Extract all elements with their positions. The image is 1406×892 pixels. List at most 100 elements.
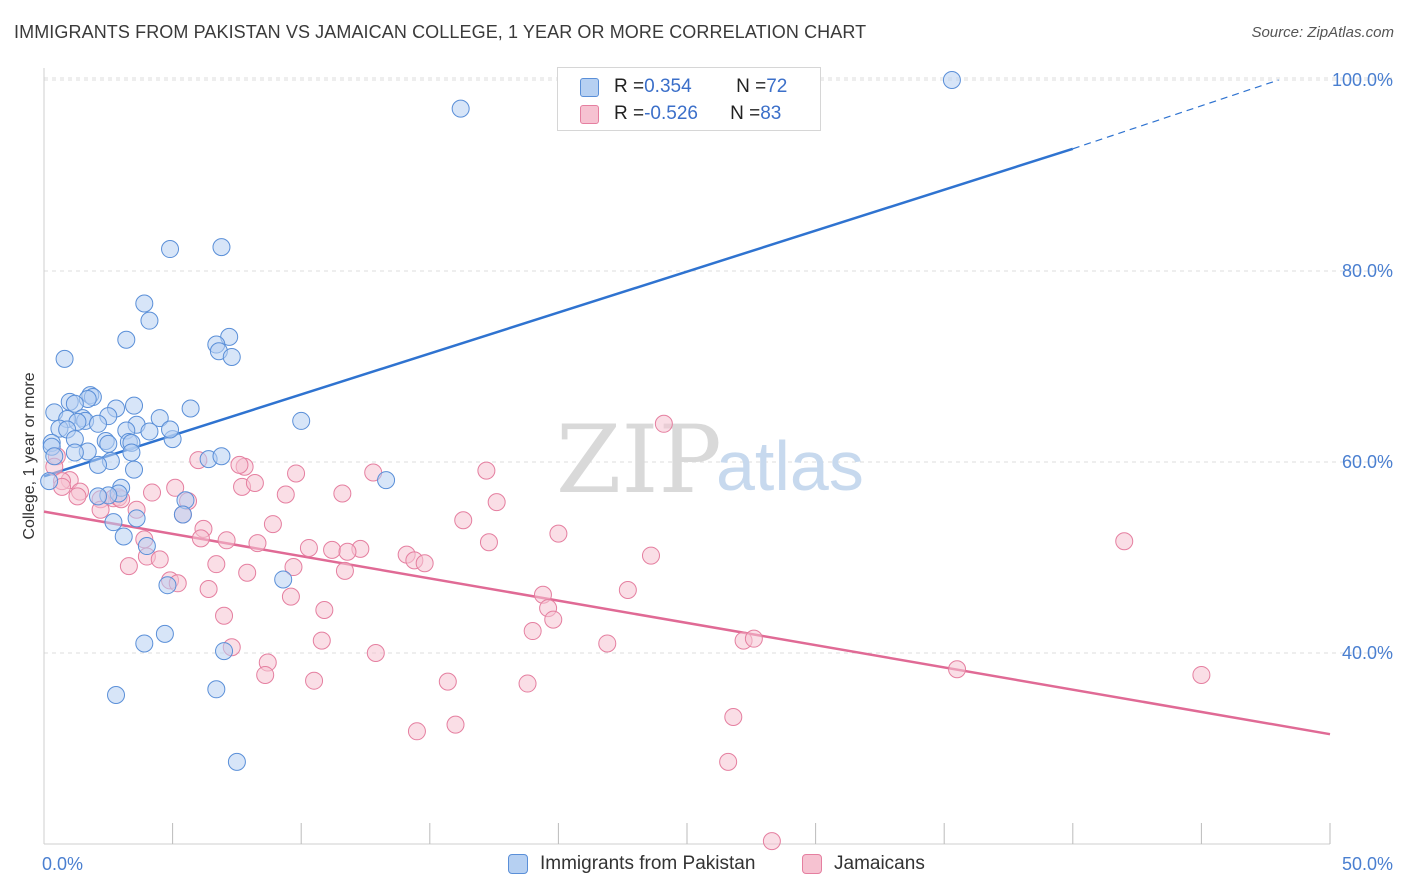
jamaican-point [948, 660, 967, 679]
jamaican-point [454, 511, 473, 530]
jamaican-point [119, 557, 138, 576]
pakistan-points [40, 71, 961, 771]
jamaican-point [523, 622, 542, 641]
pakistan-point [377, 471, 396, 490]
legend-label-jamaicans: Jamaicans [834, 853, 925, 874]
jamaicans-points [45, 414, 1211, 851]
jamaican-point [641, 546, 660, 565]
jamaican-point [238, 563, 257, 582]
pakistan-point [117, 330, 136, 349]
pakistan-point [45, 447, 64, 466]
watermark-atlas: atlas [716, 427, 864, 505]
pakistan-point [212, 238, 231, 257]
y-tick-label: 100.0% [1332, 70, 1393, 90]
pakistan-point [89, 455, 108, 474]
legend-n-label: N = [730, 103, 761, 124]
pakistan-point [161, 420, 180, 439]
jamaican-point [1192, 665, 1211, 684]
jamaican-point [415, 554, 434, 573]
jamaican-point [276, 485, 295, 504]
jamaican-point [191, 529, 210, 548]
bottom-legend-jamaicans: Jamaicans [802, 852, 925, 876]
jamaican-point [446, 715, 465, 734]
jamaican-point [338, 542, 357, 561]
jamaican-point [323, 540, 342, 559]
pakistan-point [150, 409, 169, 428]
pakistan-point [140, 422, 159, 441]
pakistan-point [227, 752, 246, 771]
jamaican-point [305, 671, 324, 690]
jamaican-point [335, 561, 354, 580]
pakistan-point [942, 71, 961, 89]
y-tick-label: 40.0% [1342, 643, 1393, 663]
jamaican-point [199, 580, 218, 599]
source-label: Source: ZipAtlas.com [1251, 24, 1394, 41]
legend-swatch-blue [580, 77, 599, 97]
jamaican-point [312, 631, 331, 650]
legend-r-label: R = [614, 103, 645, 124]
legend-row-pakistan: R = 0.354 N = 72 [580, 74, 787, 100]
jamaican-point [719, 752, 738, 771]
pakistan-point [155, 624, 174, 643]
jamaican-point [598, 634, 617, 653]
pakistan-point [40, 472, 59, 491]
jamaican-point [207, 555, 226, 574]
jamaican-point [438, 672, 457, 691]
pakistan-point [104, 513, 123, 532]
jamaican-point [407, 722, 426, 741]
jamaican-point [256, 665, 275, 684]
pakistan-point [89, 414, 108, 433]
y-tick-label: 80.0% [1342, 261, 1393, 281]
jamaican-point [215, 606, 234, 625]
legend-swatch-blue [508, 854, 528, 874]
jamaican-point [618, 580, 637, 599]
jamaican-point [724, 707, 743, 726]
jamaican-point [315, 601, 334, 620]
jamaican-point [68, 487, 87, 506]
x-tick-label: 50.0% [1342, 854, 1393, 874]
pakistan-point [212, 447, 231, 466]
watermark: ZIP atlas [556, 406, 864, 515]
pakistan-trend-extension [1072, 79, 1279, 150]
pakistan-point [107, 686, 126, 705]
jamaican-point [549, 524, 568, 543]
legend-r-value: -0.526 [644, 103, 698, 124]
jamaican-point [166, 478, 185, 497]
jamaican-point [284, 558, 303, 577]
axes [43, 68, 1331, 845]
legend-label-pakistan: Immigrants from Pakistan [540, 853, 756, 874]
jamaican-point [245, 474, 264, 493]
jamaican-point [744, 629, 763, 648]
pakistan-point [292, 411, 311, 430]
pakistan-point [89, 487, 108, 506]
pakistan-point [99, 434, 118, 453]
y-tick-label: 60.0% [1342, 452, 1393, 472]
jamaican-point [1115, 532, 1134, 551]
jamaican-point [762, 832, 781, 851]
jamaican-point [217, 531, 236, 550]
jamaican-point [333, 484, 352, 503]
jamaican-point [654, 414, 673, 433]
jamaican-point [487, 493, 506, 512]
legend-n-value: 83 [760, 103, 782, 124]
legend-r-value: 0.354 [644, 76, 692, 97]
tick-labels: 40.0% 60.0% 80.0% 100.0% 0.0% 50.0% [42, 70, 1393, 874]
legend-swatch-pink [802, 854, 822, 874]
pakistan-point [140, 311, 159, 330]
pakistan-point [127, 509, 146, 528]
pakistan-point [215, 642, 234, 661]
pakistan-point [114, 527, 133, 546]
pakistan-point [451, 99, 470, 118]
jamaican-point [287, 464, 306, 483]
pakistan-point [161, 240, 180, 259]
chart-title: IMMIGRANTS FROM PAKISTAN VS JAMAICAN COL… [14, 22, 867, 42]
legend-row-jamaicans: R = -0.526 N = 83 [580, 101, 781, 127]
jamaican-point [479, 533, 498, 552]
pakistan-point [158, 576, 177, 595]
pakistan-point [135, 294, 154, 313]
pakistan-point [222, 347, 241, 366]
y-axis-label: College, 1 year or more [21, 372, 38, 539]
pakistan-point [137, 537, 156, 556]
jamaican-point [248, 534, 267, 553]
